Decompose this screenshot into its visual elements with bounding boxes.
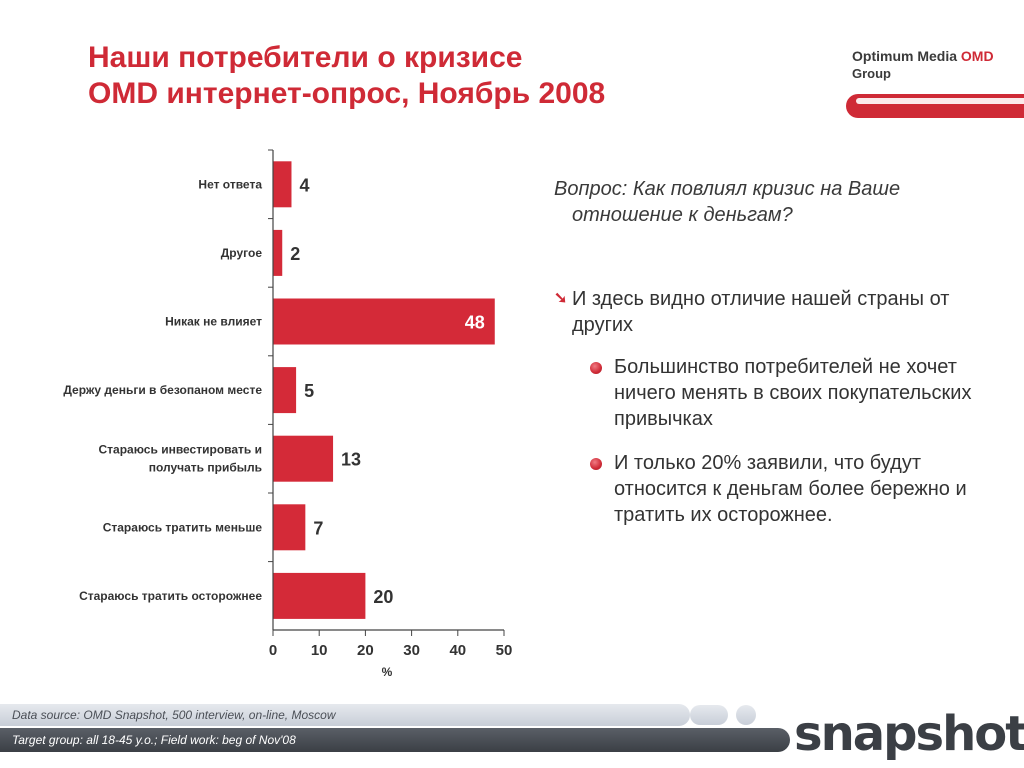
x-tick-label: 20 bbox=[357, 642, 374, 659]
category-label: Другое bbox=[221, 246, 263, 260]
question-line-1: Вопрос: Как повлиял кризис на Ваше bbox=[554, 178, 901, 200]
question-line-2: отношение к деньгам? bbox=[572, 204, 793, 226]
bullet-item: И только 20% заявили, что будут относитс… bbox=[590, 450, 1010, 528]
category-label: получать прибыль bbox=[149, 461, 262, 475]
category-label: Стараюсь тратить осторожнее bbox=[79, 589, 262, 603]
category-label: Стараюсь инвестировать и bbox=[99, 443, 263, 457]
logo-brand: OMD bbox=[960, 48, 994, 64]
bar-chart: 4 Нет ответа 2 Другое 48 Никак не влияет 5 Держ… bbox=[63, 149, 513, 679]
logo-group: Group bbox=[852, 66, 891, 81]
data-label: 7 bbox=[313, 518, 323, 538]
x-tick-label: 10 bbox=[311, 642, 328, 659]
category-label: Стараюсь тратить меньше bbox=[103, 520, 263, 534]
data-label: 48 bbox=[465, 313, 485, 333]
x-tick-label: 0 bbox=[269, 642, 277, 659]
x-axis-label: % bbox=[382, 665, 393, 679]
question-text: Вопрос: Как повлиял кризис на Ваше отнош… bbox=[554, 176, 994, 228]
data-label: 5 bbox=[304, 381, 314, 401]
bar bbox=[273, 572, 366, 619]
title-line-2: OMD интернет-опрос, Ноябрь 2008 bbox=[88, 77, 606, 110]
omd-logo: Optimum Media OMD Group bbox=[852, 48, 1024, 81]
bar bbox=[273, 504, 306, 551]
logo-decor-bar bbox=[846, 94, 1024, 118]
footer-source-bar: Data source: OMD Snapshot, 500 interview… bbox=[0, 704, 690, 726]
data-label: 20 bbox=[373, 587, 393, 607]
main-point: ➘ И здесь видно отличие нашей страны от … bbox=[554, 286, 1014, 338]
bullet-text: Большинство потребителей не хочет ничего… bbox=[614, 356, 972, 430]
bullet-text: И только 20% заявили, что будут относитс… bbox=[614, 452, 967, 526]
logo-text: Optimum Media bbox=[852, 48, 961, 64]
bar bbox=[273, 435, 334, 482]
footer-source: Data source: OMD Snapshot, 500 interview… bbox=[12, 708, 336, 722]
arrow-icon: ➘ bbox=[554, 290, 568, 307]
snapshots-logo: snapshots bbox=[794, 706, 1024, 762]
bar bbox=[273, 367, 297, 414]
footer-target-bar: Target group: all 18-45 y.o.; Field work… bbox=[0, 728, 790, 752]
category-label: Нет ответа bbox=[198, 177, 262, 191]
title-line-1: Наши потребители о кризисе bbox=[88, 41, 523, 74]
bullet-dot-icon bbox=[590, 362, 602, 374]
x-tick-label: 40 bbox=[449, 642, 466, 659]
data-label: 4 bbox=[299, 175, 309, 195]
main-point-text: И здесь видно отличие нашей страны от др… bbox=[572, 288, 950, 336]
category-label: Держу деньги в безопаном месте bbox=[63, 383, 262, 397]
bar bbox=[273, 161, 292, 208]
slide-title: Наши потребители о кризисе OMD интернет-… bbox=[88, 40, 728, 112]
bullet-item: Большинство потребителей не хочет ничего… bbox=[590, 354, 1010, 432]
footer-target: Target group: all 18-45 y.o.; Field work… bbox=[12, 733, 296, 747]
footer-decor-pill bbox=[690, 705, 728, 725]
x-tick-label: 30 bbox=[403, 642, 420, 659]
data-label: 13 bbox=[341, 450, 361, 470]
data-label: 2 bbox=[290, 244, 300, 264]
footer-decor-dot bbox=[736, 705, 756, 725]
bar bbox=[273, 298, 495, 345]
category-label: Никак не влияет bbox=[165, 315, 262, 329]
bar bbox=[273, 229, 283, 276]
bullet-dot-icon bbox=[590, 458, 602, 470]
x-tick-label: 50 bbox=[496, 642, 513, 659]
